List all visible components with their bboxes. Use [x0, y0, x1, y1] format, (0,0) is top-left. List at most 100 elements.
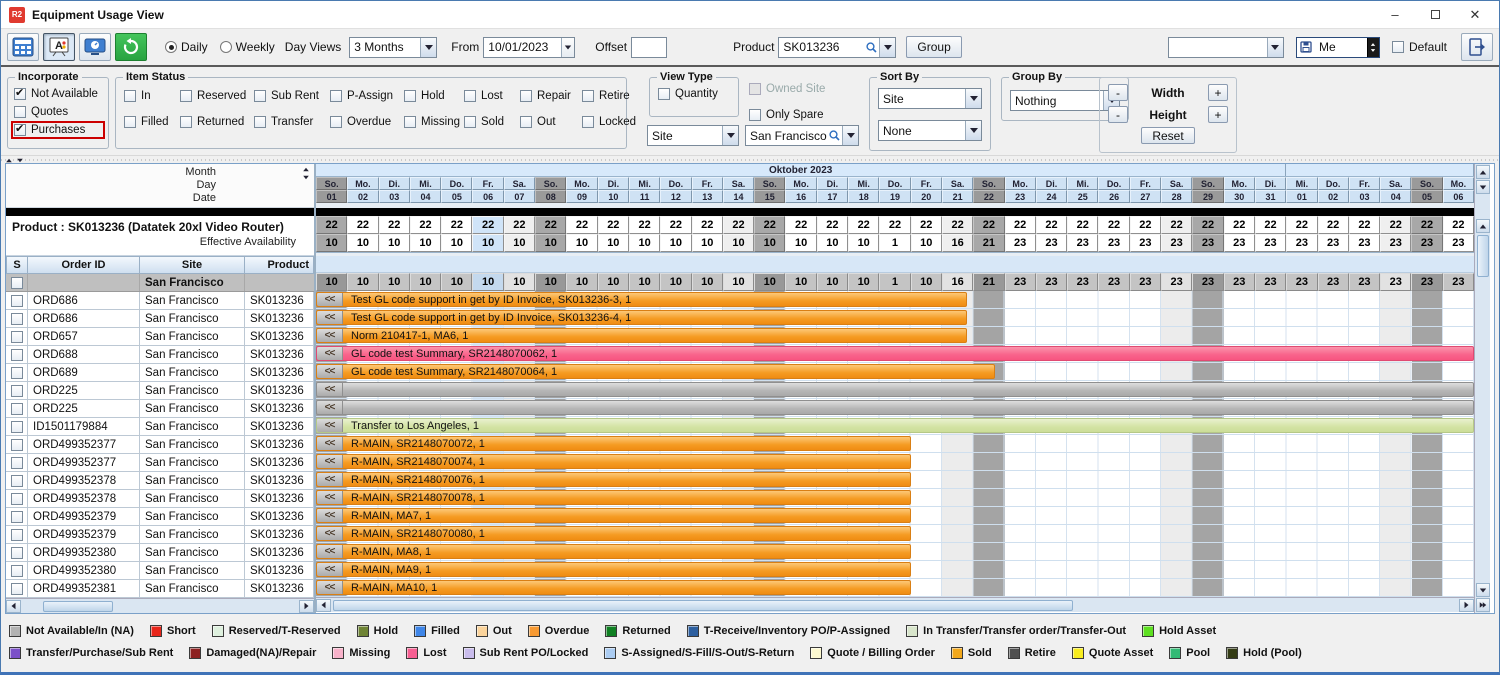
gantt-bar[interactable]: <<R-MAIN, SR2148070072, 1 — [316, 436, 911, 451]
site-search-field[interactable]: San Francisco — [745, 125, 859, 146]
scroll-thumb[interactable] — [1477, 235, 1489, 277]
spin-arrows-icon[interactable] — [1367, 38, 1379, 57]
gantt-bar[interactable]: <<Test GL code support in get by ID Invo… — [316, 292, 967, 307]
table-row[interactable]: ORD499352378San FranciscoSK013236 — [6, 490, 314, 508]
site-mode-select[interactable]: Site — [647, 125, 739, 146]
date-cell[interactable]: 02 — [347, 190, 378, 203]
date-cell[interactable]: 05 — [1411, 190, 1442, 203]
date-cell[interactable]: 18 — [848, 190, 879, 203]
status-overdue-checkbox[interactable]: Overdue — [330, 116, 404, 128]
chevron-down-icon[interactable] — [879, 38, 895, 57]
row-checkbox[interactable] — [11, 565, 23, 577]
search-icon[interactable] — [864, 42, 879, 53]
gantt-bar[interactable]: <<R-MAIN, MA10, 1 — [316, 580, 911, 595]
table-row[interactable]: ORD499352379San FranciscoSK013236 — [6, 526, 314, 544]
row-checkbox[interactable] — [11, 475, 23, 487]
sort-primary-select[interactable]: Site — [878, 88, 982, 109]
date-cell[interactable]: 11 — [629, 190, 660, 203]
date-cell[interactable]: 19 — [879, 190, 910, 203]
date-cell[interactable]: 15 — [754, 190, 785, 203]
status-hold-checkbox[interactable]: Hold — [404, 90, 464, 102]
status-in-checkbox[interactable]: In — [124, 90, 180, 102]
date-cell[interactable]: 24 — [1036, 190, 1067, 203]
scroll-right-icon[interactable] — [1459, 599, 1474, 612]
timeline-vscrollbar[interactable] — [1474, 164, 1490, 613]
status-sub-rent-checkbox[interactable]: Sub Rent — [254, 90, 330, 102]
group-select-checkbox[interactable] — [11, 277, 23, 289]
owned-site-checkbox[interactable]: Owned Site — [749, 83, 825, 95]
row-checkbox[interactable] — [11, 511, 23, 523]
collapse-down-icon[interactable] — [17, 158, 23, 162]
chevron-down-icon[interactable] — [965, 121, 981, 140]
product-search-field[interactable]: SK013236 — [778, 37, 896, 58]
projector-view-button[interactable] — [79, 33, 111, 61]
date-cell[interactable]: 05 — [441, 190, 472, 203]
table-row[interactable]: ORD499352378San FranciscoSK013236 — [6, 472, 314, 490]
status-filled-checkbox[interactable]: Filled — [124, 116, 180, 128]
date-cell[interactable]: 28 — [1161, 190, 1192, 203]
gantt-bar[interactable]: <<GL code test Summary, SR2148070064, 1 — [316, 364, 995, 379]
gantt-bar[interactable]: << — [316, 382, 1474, 397]
table-row[interactable]: ORD499352379San FranciscoSK013236 — [6, 508, 314, 526]
date-cell[interactable]: 17 — [817, 190, 848, 203]
date-cell[interactable]: 27 — [1130, 190, 1161, 203]
date-cell[interactable]: 31 — [1255, 190, 1286, 203]
date-cell[interactable]: 03 — [379, 190, 410, 203]
row-checkbox[interactable] — [11, 295, 23, 307]
date-cell[interactable]: 01 — [1286, 190, 1317, 203]
refresh-button[interactable] — [115, 33, 147, 61]
height-minus-button[interactable]: - — [1108, 106, 1128, 123]
row-checkbox[interactable] — [11, 349, 23, 361]
reset-button[interactable]: Reset — [1141, 127, 1194, 144]
date-cell[interactable]: 26 — [1098, 190, 1129, 203]
daily-radio[interactable]: Daily — [165, 40, 208, 54]
status-out-checkbox[interactable]: Out — [520, 116, 582, 128]
offset-input[interactable] — [631, 37, 667, 58]
date-cell[interactable]: 02 — [1318, 190, 1349, 203]
row-checkbox[interactable] — [11, 493, 23, 505]
status-transfer-checkbox[interactable]: Transfer — [254, 116, 330, 128]
table-hscrollbar[interactable] — [6, 598, 314, 613]
only-spare-checkbox[interactable]: Only Spare — [749, 109, 824, 121]
date-cell[interactable]: 03 — [1349, 190, 1380, 203]
date-cell[interactable]: 16 — [785, 190, 816, 203]
scroll-thumb[interactable] — [333, 600, 1073, 611]
row-checkbox[interactable] — [11, 313, 23, 325]
table-row[interactable]: ID1501179884San FranciscoSK013236 — [6, 418, 314, 436]
row-checkbox[interactable] — [11, 547, 23, 559]
gantt-bar[interactable]: <<R-MAIN, SR2148070074, 1 — [316, 454, 911, 469]
gantt-bar[interactable]: <<R-MAIN, SR2148070076, 1 — [316, 472, 911, 487]
gantt-bar[interactable]: <<Test GL code support in get by ID Invo… — [316, 310, 967, 325]
scroll-down-icon[interactable] — [1476, 180, 1490, 194]
close-button[interactable]: ✕ — [1455, 2, 1495, 28]
status-locked-checkbox[interactable]: Locked — [582, 116, 640, 128]
search-icon[interactable] — [827, 130, 842, 141]
scroll-right-icon[interactable] — [299, 600, 314, 613]
chevron-down-icon[interactable] — [420, 38, 436, 57]
view-preset-select[interactable] — [1168, 37, 1284, 58]
column-header-site[interactable]: Site — [140, 256, 245, 274]
date-cell[interactable]: 20 — [911, 190, 942, 203]
date-cell[interactable]: 30 — [1224, 190, 1255, 203]
date-cell[interactable]: 01 — [316, 190, 347, 203]
date-cell[interactable]: 10 — [598, 190, 629, 203]
incorporate-quotes-checkbox[interactable]: Quotes — [14, 106, 102, 118]
row-checkbox[interactable] — [11, 421, 23, 433]
quantity-checkbox[interactable]: Quantity — [658, 88, 738, 100]
row-checkbox[interactable] — [11, 583, 23, 595]
status-reserved-checkbox[interactable]: Reserved — [180, 90, 254, 102]
chevron-down-icon[interactable] — [561, 38, 574, 57]
sort-secondary-select[interactable]: None — [878, 120, 982, 141]
table-row[interactable]: ORD499352381San FranciscoSK013236 — [6, 580, 314, 598]
date-cell[interactable]: 09 — [566, 190, 597, 203]
horizontal-splitter[interactable] — [1, 155, 1499, 163]
row-checkbox[interactable] — [11, 367, 23, 379]
scroll-down-icon[interactable] — [1476, 583, 1490, 597]
gantt-bar[interactable]: <<R-MAIN, MA8, 1 — [316, 544, 911, 559]
chevron-down-icon[interactable] — [842, 126, 858, 145]
table-row[interactable]: ORD689San FranciscoSK013236 — [6, 364, 314, 382]
table-row[interactable]: ORD225San FranciscoSK013236 — [6, 400, 314, 418]
incorporate-purchases-checkbox[interactable]: Purchases — [14, 124, 102, 136]
table-row[interactable]: ORD686San FranciscoSK013236 — [6, 292, 314, 310]
status-repair-checkbox[interactable]: Repair — [520, 90, 582, 102]
